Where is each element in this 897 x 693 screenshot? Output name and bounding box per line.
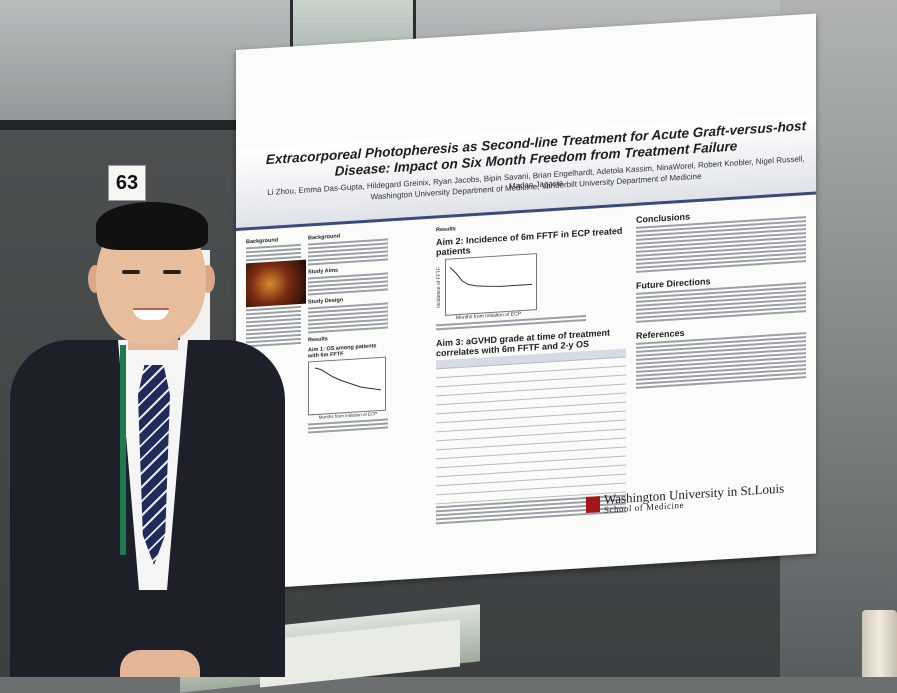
- poster-column-2: Results Aim 2: Incidence of 6m FFTF in E…: [436, 211, 626, 526]
- section-results-1: Results: [308, 336, 328, 344]
- striped-tie: [138, 365, 170, 565]
- poster-column-1b: Background Study Aims Study Design Resul…: [308, 226, 388, 435]
- aim2-curve: [449, 267, 532, 287]
- presenter: [0, 190, 290, 677]
- shield-icon: [586, 496, 600, 513]
- aim1-survival-graph: [308, 356, 386, 416]
- aim3-table: [436, 348, 626, 504]
- paper-cup: [862, 610, 897, 677]
- booth-number: 63: [108, 165, 146, 201]
- clasped-hands: [120, 650, 200, 677]
- aim2-incidence-graph: [445, 253, 537, 316]
- poster-column-3: Conclusions Future Directions References: [636, 200, 806, 391]
- right-eye: [163, 270, 181, 274]
- lanyard: [120, 345, 126, 555]
- aim2-ylabel: Incidence of FFTF: [436, 267, 442, 309]
- left-eye: [122, 270, 140, 274]
- hair: [96, 202, 208, 250]
- smile: [133, 308, 169, 320]
- aim1-curve: [314, 367, 382, 391]
- research-poster: Extracorporeal Photopheresis as Second-l…: [236, 13, 816, 590]
